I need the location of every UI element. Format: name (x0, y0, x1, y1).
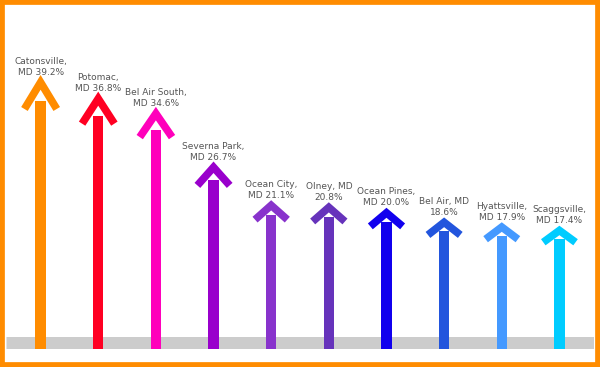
Text: Potomac,
MD 36.8%: Potomac, MD 36.8% (75, 73, 121, 93)
Bar (381, 222, 392, 349)
Bar (208, 180, 219, 349)
Bar (439, 231, 449, 349)
Bar (323, 217, 334, 349)
Text: Bel Air, MD
18.6%: Bel Air, MD 18.6% (419, 197, 469, 217)
Bar (35, 101, 46, 349)
Text: Olney, MD
20.8%: Olney, MD 20.8% (305, 182, 352, 202)
Text: Ocean Pines,
MD 20.0%: Ocean Pines, MD 20.0% (358, 187, 416, 207)
Bar (151, 130, 161, 349)
Bar (554, 239, 565, 349)
Text: Hyattsville,
MD 17.9%: Hyattsville, MD 17.9% (476, 201, 527, 222)
Text: Catonsville,
MD 39.2%: Catonsville, MD 39.2% (14, 57, 67, 77)
Bar (497, 236, 507, 349)
Text: Ocean City,
MD 21.1%: Ocean City, MD 21.1% (245, 180, 298, 200)
Text: Scaggsville,
MD 17.4%: Scaggsville, MD 17.4% (532, 205, 586, 225)
Text: Severna Park,
MD 26.7%: Severna Park, MD 26.7% (182, 142, 245, 162)
Text: Bel Air South,
MD 34.6%: Bel Air South, MD 34.6% (125, 88, 187, 108)
Bar (266, 215, 277, 349)
Bar (93, 116, 103, 349)
